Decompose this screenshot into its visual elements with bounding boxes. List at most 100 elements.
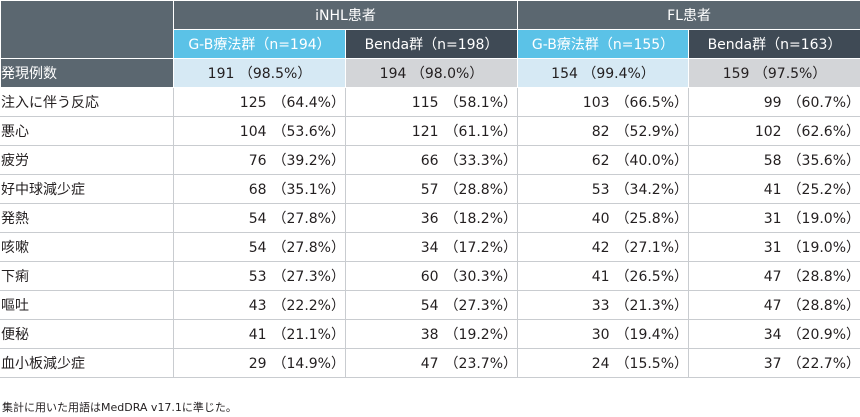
value-cell: 103 （66.5%） (517, 87, 690, 117)
percent: （19.4%） (615, 327, 689, 343)
value-cell: 115 （58.1%） (344, 87, 519, 117)
value-cell: 33 （21.3%） (517, 290, 690, 320)
count: 68 (248, 182, 267, 198)
percent: （18.2%） (444, 211, 518, 227)
count: 33 (591, 298, 610, 314)
count: 43 (248, 298, 267, 314)
value-cell: 125 （64.4%） (173, 87, 346, 117)
table-row: 好中球減少症 68 （35.1%） 57 （28.8%） 53 （34.2%） 41 （25.2… (0, 174, 860, 204)
percent: （28.8%） (787, 298, 860, 314)
percent: （99.4%） (582, 66, 655, 82)
value-cell: 47 （28.8%） (688, 261, 860, 291)
value-cell: 24 （15.5%） (517, 348, 690, 378)
percent: （25.2%） (787, 182, 860, 198)
sub-header-fl-benda: Benda群（n=163） (688, 29, 860, 59)
percent: （61.1%） (444, 124, 518, 140)
count: 31 (763, 240, 782, 256)
count: 60 (420, 269, 439, 285)
footnote: 集計に用いた用語はMedDRA v17.1に準じた。 (2, 401, 237, 414)
count: 154 (551, 66, 578, 82)
percent: （26.5%） (615, 269, 689, 285)
total-cell: 159 （97.5%） (688, 58, 860, 88)
count: 53 (248, 269, 267, 285)
value-cell: 40 （25.8%） (517, 203, 690, 233)
value-cell: 47 （28.8%） (688, 290, 860, 320)
group-header-row: iNHL患者 FL患者 (0, 0, 860, 59)
percent: （22.2%） (272, 298, 345, 314)
count: 99 (763, 95, 782, 111)
percent: （35.1%） (272, 182, 345, 198)
percent: （20.9%） (787, 327, 860, 343)
value-cell: 54 （27.8%） (173, 232, 346, 262)
value-cell: 31 （19.0%） (688, 203, 860, 233)
row-label: 好中球減少症 (0, 174, 174, 204)
count: 121 (411, 124, 439, 140)
value-cell: 66 （33.3%） (344, 145, 519, 175)
value-cell: 57 （28.8%） (344, 174, 519, 204)
total-row: 発現例数 191 （98.5%） 194 （98.0%） 154 （99.4%）… (0, 58, 860, 88)
row-label: 疲労 (0, 145, 174, 175)
sub-header-inhl-benda: Benda群（n=198） (344, 29, 519, 59)
table-row: 下痢 53 （27.3%） 60 （30.3%） 41 （26.5%） 47 （28.8%） (0, 261, 860, 291)
row-label: 下痢 (0, 261, 174, 291)
count: 30 (591, 327, 610, 343)
table-row: 便秘 41 （21.1%） 38 （19.2%） 30 （19.4%） 34 （20.9%） (0, 319, 860, 349)
count: 53 (591, 182, 610, 198)
percent: （15.5%） (615, 356, 689, 372)
percent: （62.6%） (787, 124, 860, 140)
corner-cell (0, 0, 174, 59)
count: 41 (763, 182, 782, 198)
percent: （19.0%） (787, 211, 860, 227)
value-cell: 34 （17.2%） (344, 232, 519, 262)
percent: （27.3%） (444, 298, 518, 314)
percent: （30.3%） (444, 269, 518, 285)
percent: （34.2%） (615, 182, 689, 198)
count: 42 (591, 240, 610, 256)
value-cell: 53 （34.2%） (517, 174, 690, 204)
percent: （19.0%） (787, 240, 860, 256)
value-cell: 34 （20.9%） (688, 319, 860, 349)
total-cell: 154 （99.4%） (517, 58, 690, 88)
count: 40 (591, 211, 610, 227)
percent: （64.4%） (272, 95, 345, 111)
value-cell: 41 （21.1%） (173, 319, 346, 349)
value-cell: 37 （22.7%） (688, 348, 860, 378)
table-row: 発熱 54 （27.8%） 36 （18.2%） 40 （25.8%） 31 （19.0%） (0, 203, 860, 233)
value-cell: 68 （35.1%） (173, 174, 346, 204)
row-label: 注入に伴う反応 (0, 87, 174, 117)
value-cell: 42 （27.1%） (517, 232, 690, 262)
value-cell: 104 （53.6%） (173, 116, 346, 146)
percent: （17.2%） (444, 240, 518, 256)
percent: （27.8%） (272, 240, 345, 256)
count: 54 (420, 298, 439, 314)
table-row: 注入に伴う反応 125 （64.4%） 115 （58.1%） 103 （66.5%） 99 （… (0, 87, 860, 117)
count: 29 (248, 356, 267, 372)
value-cell: 47 （23.7%） (344, 348, 519, 378)
row-label: 便秘 (0, 319, 174, 349)
percent: （98.0%） (410, 66, 484, 82)
count: 38 (420, 327, 439, 343)
value-cell: 36 （18.2%） (344, 203, 519, 233)
adverse-events-table: iNHL患者 FL患者 G-B療法群（n=194） Benda群（n=198） … (0, 0, 860, 378)
table-row: 悪心 104 （53.6%） 121 （61.1%） 82 （52.9%） 102 （62.6%… (0, 116, 860, 146)
percent: （97.5%） (753, 66, 827, 82)
count: 47 (420, 356, 439, 372)
group-header-fl: FL患者 (517, 0, 860, 30)
value-cell: 53 （27.3%） (173, 261, 346, 291)
value-cell: 121 （61.1%） (344, 116, 519, 146)
count: 66 (420, 153, 439, 169)
count: 104 (239, 124, 267, 140)
count: 34 (420, 240, 439, 256)
row-label: 発熱 (0, 203, 174, 233)
value-cell: 76 （39.2%） (173, 145, 346, 175)
value-cell: 60 （30.3%） (344, 261, 519, 291)
percent: （27.1%） (615, 240, 689, 256)
sub-header-row: G-B療法群（n=194） Benda群（n=198） G-B療法群（n=155… (1, 29, 860, 59)
percent: （53.6%） (272, 124, 345, 140)
percent: （58.1%） (444, 95, 518, 111)
count: 102 (754, 124, 782, 140)
count: 34 (763, 327, 782, 343)
count: 115 (411, 95, 439, 111)
count: 191 (207, 66, 235, 82)
count: 36 (420, 211, 439, 227)
